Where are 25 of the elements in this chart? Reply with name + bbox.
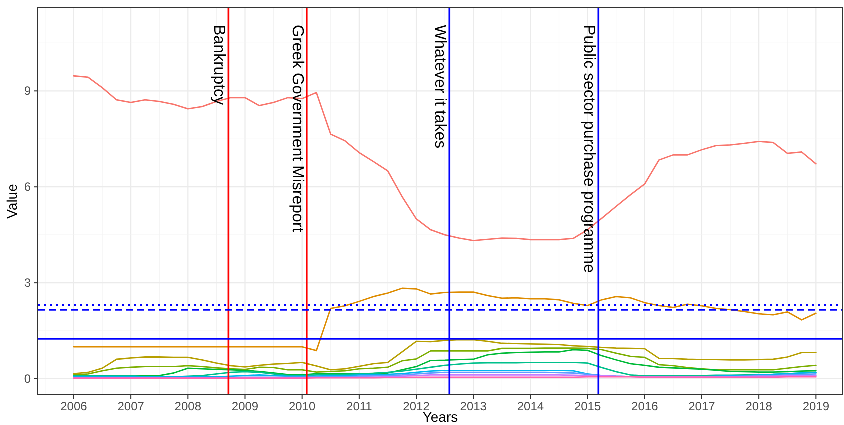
- y-tick-label: 9: [24, 84, 32, 98]
- y-axis-title: Value: [4, 184, 20, 219]
- ref-line-label: Bankruptcy: [210, 25, 228, 106]
- ref-line-label: Public sector purchase programme: [580, 25, 598, 274]
- x-tick-label: 2019: [802, 400, 830, 414]
- x-tick-label: 2018: [746, 400, 773, 414]
- ref-line-label: Greek Government Misreport: [288, 25, 306, 233]
- x-tick-label: 2009: [232, 400, 259, 414]
- x-tick-label: 2017: [688, 400, 716, 414]
- x-axis-title: Years: [422, 409, 458, 425]
- x-tick-label: 2011: [346, 400, 373, 414]
- ref-line-label: Whatever it takes: [432, 25, 449, 149]
- x-tick-label: 2010: [288, 400, 316, 414]
- x-tick-label: 2007: [118, 400, 145, 414]
- x-tick-label: 2014: [517, 400, 544, 414]
- y-tick-label: 6: [24, 180, 32, 194]
- line-series: [73, 339, 817, 375]
- line-series: [73, 288, 817, 352]
- y-tick-label: 0: [24, 372, 32, 386]
- x-tick-label: 2016: [632, 400, 659, 414]
- y-tick-label: 3: [24, 276, 32, 290]
- x-tick-label: 2015: [574, 400, 602, 414]
- x-tick-label: 2013: [460, 400, 488, 414]
- x-tick-label: 2008: [174, 400, 202, 414]
- x-tick-label: 2006: [60, 400, 88, 414]
